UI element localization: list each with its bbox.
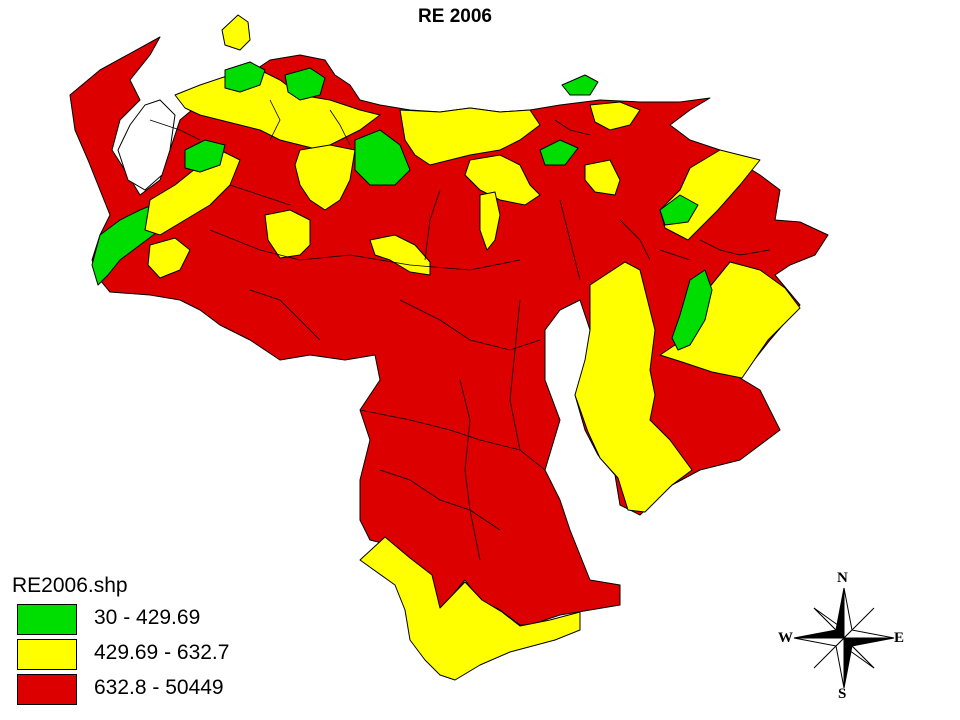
legend-item: 429.69 - 632.7 [12,639,272,674]
compass-south-label: S [838,686,847,702]
region-north-green-2 [284,67,326,101]
map-legend: RE2006.shp 30 - 429.69 429.69 - 632.7 63… [12,574,272,709]
legend-item: 30 - 429.69 [12,604,272,639]
legend-swatch-green [17,604,77,635]
compass-west-label: W [778,630,793,646]
legend-swatch-yellow [17,639,77,670]
region-east-yellow [574,261,693,513]
region-east-green [671,269,713,351]
region-south-yellow [359,536,581,681]
region-north-green-6 [539,139,579,166]
compass-north-label: N [837,570,848,586]
region-island-green [561,74,599,96]
region-north-green-1 [224,61,266,93]
legend-label: 632.8 - 50449 [94,676,224,699]
region-fareast-yellow [659,261,801,379]
municipality-boundaries [149,99,771,561]
lake-maracaibo [117,99,176,191]
legend-label: 30 - 429.69 [94,606,201,629]
compass-rose: N S E W [776,570,912,706]
region-north-yellow-3 [294,144,356,211]
region-north-yellow-8 [264,209,311,259]
region-north-yellow-4 [464,154,541,206]
region-ne-green [659,194,699,226]
compass-east-label: E [894,630,905,646]
legend-title: RE2006.shp [12,574,128,597]
region-north-yellow-7 [479,191,501,251]
legend-label: 429.69 - 632.7 [94,641,230,664]
region-west-green-2 [184,139,226,173]
region-north-yellow-9 [369,234,431,276]
region-north-yellow-6 [589,101,641,131]
region-north-green-3 [354,129,411,186]
compass-icon [793,587,895,689]
legend-item: 632.8 - 50449 [12,674,272,709]
legend-swatch-red [17,674,77,705]
region-north-yellow-5 [584,159,621,196]
region-island-yellow [221,14,251,51]
region-west-yellow-2 [147,237,191,279]
region-north-yellow-2 [399,107,541,166]
map-title: RE 2006 [418,6,492,27]
